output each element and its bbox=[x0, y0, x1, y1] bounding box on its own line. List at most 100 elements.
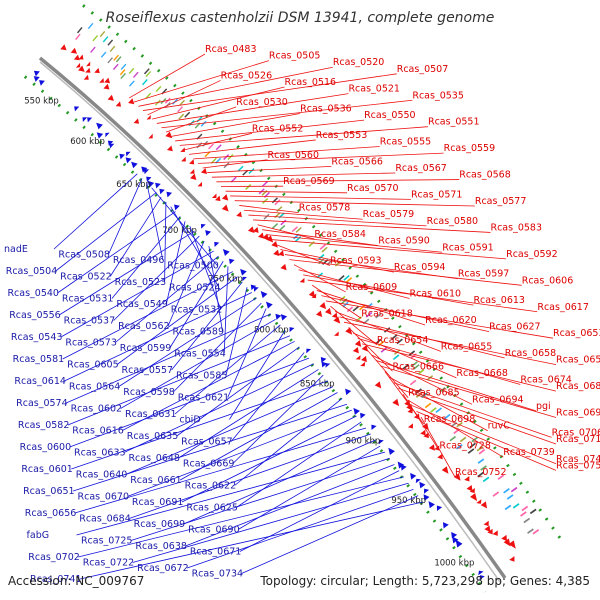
forward-gene-arrow bbox=[148, 133, 153, 139]
reverse-gene-arrow bbox=[147, 180, 155, 188]
reverse-gene-label: Rcas_0684 bbox=[79, 514, 131, 525]
forward-gene-label: Rcas_0613 bbox=[473, 295, 525, 306]
forward-gene-label: Rcas_0606 bbox=[522, 275, 574, 286]
forward-gene-arrow bbox=[266, 235, 274, 243]
reverse-gene-arrow bbox=[423, 488, 430, 494]
forward-gene-arrow bbox=[165, 131, 173, 139]
reverse-gene-label: Rcas_0622 bbox=[185, 481, 237, 492]
reverse-leader-line bbox=[178, 369, 319, 459]
forward-gene-arrow bbox=[503, 538, 511, 547]
forward-gene-label: Rcas_0578 bbox=[299, 203, 351, 214]
category-bar bbox=[510, 486, 518, 493]
forward-gene-arrow bbox=[374, 381, 382, 389]
forward-gene-arrow bbox=[70, 47, 77, 54]
forward-gene-label: Rcas_0579 bbox=[363, 209, 415, 220]
category-bar bbox=[409, 379, 417, 386]
reverse-leader-line bbox=[72, 403, 348, 492]
category-bar bbox=[362, 318, 370, 325]
reverse-leader-line bbox=[79, 501, 423, 580]
reverse-gene-arrow bbox=[478, 570, 484, 576]
reverse-gene-label: Rcas_0562 bbox=[118, 321, 170, 332]
forward-leader-line bbox=[280, 249, 394, 273]
forward-gene-arrow bbox=[319, 302, 327, 310]
forward-leader-line bbox=[398, 388, 557, 445]
reverse-leader-line bbox=[187, 488, 414, 569]
category-bar bbox=[90, 46, 96, 53]
category-bar bbox=[128, 67, 135, 75]
category-bar bbox=[450, 421, 458, 428]
reverse-gene-arrow bbox=[260, 291, 268, 299]
backbone-shadow bbox=[39, 61, 501, 583]
forward-leader-line bbox=[179, 126, 428, 146]
forward-leader-line bbox=[252, 219, 491, 233]
reverse-leader-line bbox=[132, 482, 409, 563]
reverse-gene-label: Rcas_0574 bbox=[16, 398, 68, 409]
category-bar bbox=[322, 259, 329, 265]
reverse-gene-label: Rcas_0531 bbox=[62, 294, 114, 305]
reverse-gene-arrow bbox=[419, 481, 426, 489]
kbp-tick-label: 750 kbp bbox=[208, 274, 243, 284]
forward-gene-arrow bbox=[252, 226, 259, 233]
reverse-gene-label: Rcas_0699 bbox=[134, 519, 186, 530]
reverse-leader-line bbox=[67, 335, 291, 426]
forward-leader-line bbox=[316, 290, 426, 326]
kbp-tick-label: 950 kbp bbox=[391, 496, 426, 506]
forward-leader-line bbox=[375, 360, 537, 412]
forward-gene-label: Rcas_0560 bbox=[268, 150, 320, 161]
reverse-gene-label: Rcas_0599 bbox=[120, 343, 172, 354]
forward-gene-label: Rcas_0526 bbox=[221, 70, 273, 81]
forward-gene-arrow bbox=[476, 499, 482, 504]
reverse-gene-arrow bbox=[275, 313, 282, 320]
forward-leader-line bbox=[334, 311, 441, 352]
category-bar bbox=[120, 63, 127, 70]
reverse-gene-label: Rcas_0557 bbox=[122, 365, 174, 376]
forward-gene-arrow bbox=[352, 346, 359, 354]
reverse-leader-line bbox=[78, 476, 405, 558]
category-bar bbox=[413, 364, 420, 370]
category-bar bbox=[242, 169, 249, 176]
forward-gene-arrow bbox=[94, 67, 100, 74]
reverse-gene-label: Rcas_0554 bbox=[174, 349, 226, 360]
reverse-gene-label: Rcas_0496 bbox=[113, 255, 165, 266]
forward-gene-label: Rcas_0609 bbox=[346, 282, 398, 293]
reverse-leader-line bbox=[171, 281, 243, 371]
category-bar bbox=[161, 88, 168, 95]
reverse-gene-label: Rcas_0549 bbox=[116, 299, 168, 310]
reverse-gene-labels: nadE Rcas_0508 Rcas_0496 Rcas_0500 Rcas_0504… bbox=[4, 244, 243, 585]
reverse-gene-label: Rcas_0605 bbox=[67, 360, 119, 371]
category-bar bbox=[208, 143, 215, 150]
category-bar bbox=[503, 488, 510, 494]
reverse-gene-arrow bbox=[33, 70, 40, 77]
reverse-gene-label: Rcas_0601 bbox=[21, 464, 73, 475]
forward-gene-arrow bbox=[355, 355, 361, 360]
reverse-gene-arrow bbox=[250, 284, 257, 291]
reverse-gene-label: Rcas_0725 bbox=[81, 536, 133, 547]
category-bar bbox=[113, 54, 119, 61]
reverse-gene-arrow bbox=[143, 168, 150, 175]
reverse-gene-arrow bbox=[166, 191, 173, 198]
forward-leader-line bbox=[384, 371, 425, 425]
reverse-gene-arrow bbox=[159, 188, 165, 195]
category-bar bbox=[215, 144, 222, 151]
category-bar bbox=[143, 68, 150, 75]
reverse-leader-line bbox=[113, 235, 200, 321]
reverse-leader-line bbox=[170, 206, 220, 288]
forward-leader-line bbox=[184, 132, 252, 151]
reverse-gene-arrow bbox=[107, 140, 114, 146]
reverse-leader-line bbox=[172, 302, 262, 393]
reverse-gene-label: Rcas_0631 bbox=[125, 409, 177, 420]
category-bar bbox=[338, 275, 345, 281]
forward-leader-line bbox=[156, 93, 349, 124]
reverse-leader-line bbox=[58, 230, 195, 316]
forward-gene-label: Rcas_0706 bbox=[552, 427, 600, 438]
category-bar bbox=[396, 338, 403, 345]
forward-gene-label: Rcas_0681 bbox=[556, 381, 600, 392]
category-bar bbox=[449, 435, 457, 442]
category-bar bbox=[215, 157, 222, 164]
forward-gene-arrow bbox=[324, 307, 332, 315]
forward-gene-arrow bbox=[128, 98, 135, 105]
reverse-leader-line bbox=[129, 433, 371, 519]
forward-gene-label: Rcas_0553 bbox=[316, 130, 368, 141]
category-bar bbox=[459, 436, 467, 443]
reverse-gene-label: Rcas_0690 bbox=[188, 525, 240, 536]
